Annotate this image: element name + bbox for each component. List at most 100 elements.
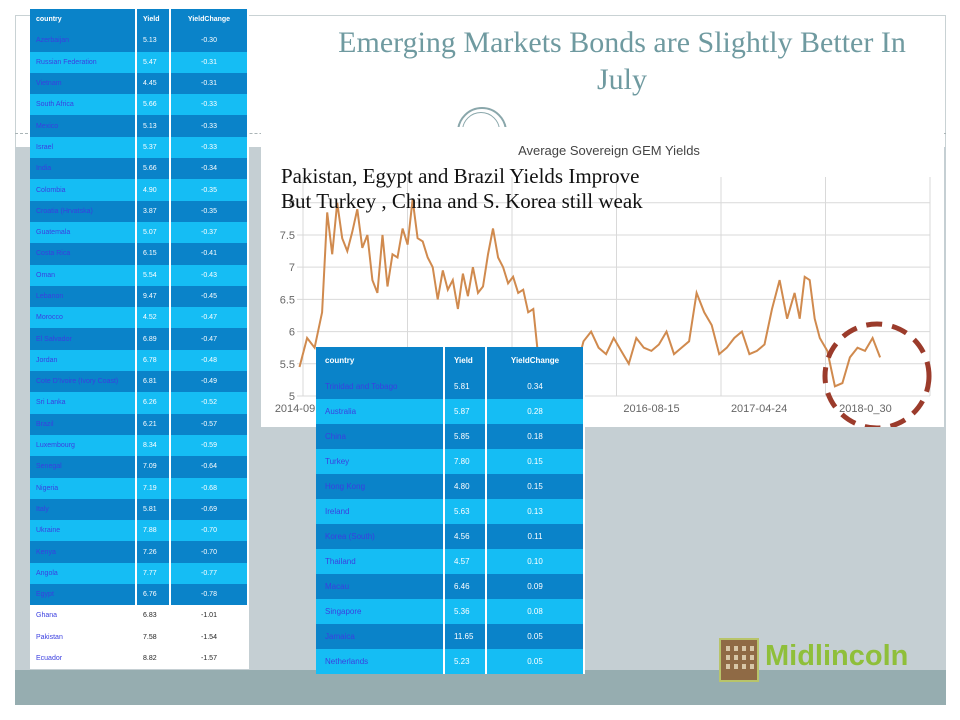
cell-yield-change: -0.64: [170, 456, 249, 478]
table-row: Singapore 5.36 0.08: [316, 599, 585, 624]
table-row: Trinidad and Tobago 5.81 0.34: [316, 374, 585, 399]
cell-country: El Salvador: [30, 328, 137, 350]
cell-yield: 6.21: [136, 413, 171, 435]
table-row: Angola 7.77 -0.77: [30, 562, 249, 585]
cell-yield: 4.45: [136, 72, 171, 95]
table-row: China 5.85 0.18: [316, 424, 585, 449]
cell-yield: 7.26: [136, 541, 171, 563]
cell-yield: 5.81: [444, 374, 487, 399]
table-row: Kenya 7.26 -0.70: [30, 541, 249, 563]
cell-country: Costa Rica: [30, 243, 137, 265]
cell-yield: 7.19: [136, 477, 171, 499]
table-row: India 5.66 -0.34: [30, 158, 249, 180]
cell-yield: 4.56: [444, 524, 487, 549]
cell-yield-change: 0.11: [486, 524, 585, 549]
cell-country: India: [30, 158, 137, 180]
table-row: Jordan 6.78 -0.48: [30, 349, 249, 372]
cell-yield-change: -0.52: [170, 392, 249, 414]
cell-yield: 6.83: [136, 605, 171, 627]
cell-yield: 7.58: [136, 626, 171, 648]
cell-yield: 6.46: [444, 574, 487, 599]
cell-country: Angola: [30, 562, 137, 585]
cell-yield-change: -0.45: [170, 285, 249, 308]
table-row: Israel 5.37 -0.33: [30, 136, 249, 159]
y-tick-label: 5: [289, 391, 295, 403]
chart-overlay-text: Pakistan, Egypt and Brazil Yields Improv…: [281, 164, 643, 214]
cell-yield-change: 0.13: [486, 499, 585, 524]
midlincoln-logo: Midlincoln: [719, 636, 919, 684]
cell-country: Azerbaijan: [30, 30, 137, 52]
positive-yield-change-table: country Yield YieldChange Trinidad and T…: [316, 347, 585, 674]
cell-yield-change: 0.05: [486, 649, 585, 674]
cell-yield-change: -0.48: [170, 349, 249, 372]
cell-yield-change: -1.01: [170, 605, 249, 627]
y-tick-label: 8: [289, 198, 295, 210]
x-tick-label: 2017-04-24: [731, 403, 787, 415]
cell-country: Thailand: [316, 549, 445, 574]
y-tick-label: 5.5: [280, 359, 295, 371]
cell-yield-change: -0.47: [170, 328, 249, 350]
header-yield-change[interactable]: YieldChange: [486, 347, 585, 374]
cell-country: Jamaica: [316, 624, 445, 649]
header-yield-change[interactable]: YieldChange: [170, 9, 249, 31]
overlay-line-1: Pakistan, Egypt and Brazil Yields Improv…: [281, 164, 640, 188]
cell-country: Croatia (Hrvatska): [30, 200, 137, 222]
table-row: South Africa 5.66 -0.33: [30, 94, 249, 116]
cell-yield: 6.15: [136, 243, 171, 265]
cell-yield-change: 0.09: [486, 574, 585, 599]
cell-yield-change: -0.35: [170, 200, 249, 222]
table-row: Italy 5.81 -0.69: [30, 498, 249, 521]
cell-country: Trinidad and Tobago: [316, 374, 445, 399]
cell-yield-change: -0.41: [170, 243, 249, 265]
header-country[interactable]: country: [316, 347, 445, 374]
table-row: Cote D'Ivoire (Ivory Coast) 6.81 -0.49: [30, 371, 249, 393]
negative-yield-change-table: country Yield YieldChange Azerbaijan 5.13…: [30, 9, 249, 670]
x-tick-label: 2018-0_30: [839, 403, 892, 415]
building-icon: [719, 638, 759, 682]
cell-yield: 8.34: [136, 434, 171, 457]
cell-yield-change: 0.08: [486, 599, 585, 624]
y-tick-label: 7: [289, 262, 295, 274]
table-row: Ecuador 8.82 -1.57: [30, 647, 249, 670]
x-tick-label: 2016-08-15: [623, 403, 679, 415]
cell-yield: 6.89: [136, 328, 171, 350]
cell-country: Nigeria: [30, 477, 137, 499]
table-row: Luxembourg 8.34 -0.59: [30, 434, 249, 457]
cell-yield: 6.78: [136, 349, 171, 372]
table-row: Croatia (Hrvatska) 3.87 -0.35: [30, 200, 249, 222]
cell-country: Singapore: [316, 599, 445, 624]
cell-country: Ghana: [30, 605, 137, 627]
cell-yield-change: -0.70: [170, 520, 249, 542]
cell-country: Vietnam: [30, 72, 137, 95]
cell-yield-change: -0.78: [170, 584, 249, 606]
cell-country: Hong Kong: [316, 474, 445, 499]
cell-yield: 4.57: [444, 549, 487, 574]
y-tick-label: 7.5: [280, 230, 295, 242]
cell-country: Russian Federation: [30, 51, 137, 73]
cell-yield: 4.80: [444, 474, 487, 499]
cell-yield-change: 0.15: [486, 449, 585, 474]
cell-yield-change: 0.05: [486, 624, 585, 649]
cell-yield-change: -0.35: [170, 179, 249, 201]
cell-yield-change: -0.47: [170, 307, 249, 329]
cell-yield: 7.88: [136, 520, 171, 542]
table-row: Australia 5.87 0.28: [316, 399, 585, 424]
header-country[interactable]: country: [30, 9, 137, 31]
cell-yield-change: -1.57: [170, 647, 249, 670]
cell-yield-change: -0.33: [170, 115, 249, 137]
cell-yield-change: -0.37: [170, 221, 249, 244]
cell-country: Kenya: [30, 541, 137, 563]
table-row: Sri Lanka 6.26 -0.52: [30, 392, 249, 414]
table-row: Korea (South) 4.56 0.11: [316, 524, 585, 549]
cell-yield: 5.13: [136, 30, 171, 52]
table-header-row: country Yield YieldChange: [30, 9, 249, 31]
cell-yield-change: -0.30: [170, 30, 249, 52]
header-yield[interactable]: Yield: [444, 347, 487, 374]
table-row: Senegal 7.09 -0.64: [30, 456, 249, 478]
cell-yield-change: -0.31: [170, 51, 249, 73]
cell-yield: 5.37: [136, 136, 171, 159]
cell-yield: 8.82: [136, 647, 171, 670]
header-yield[interactable]: Yield: [136, 9, 171, 31]
cell-country: Morocco: [30, 307, 137, 329]
cell-country: Italy: [30, 498, 137, 521]
